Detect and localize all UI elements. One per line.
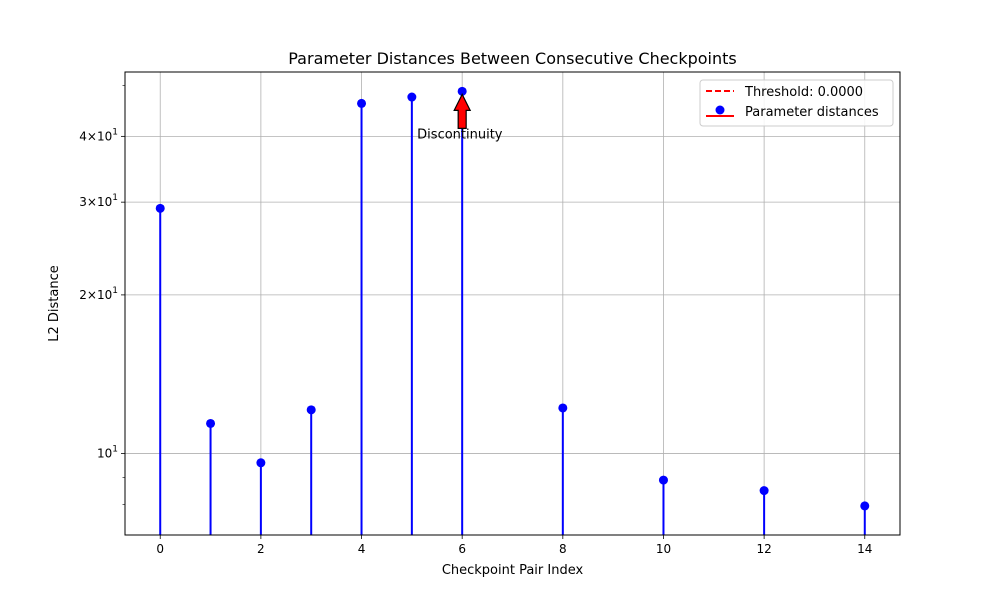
legend: Threshold: 0.0000 Parameter distances (699, 79, 894, 127)
stem-marker (206, 418, 216, 428)
x-tick-label: 12 (756, 542, 771, 556)
x-tick-label: 6 (458, 542, 466, 556)
stem-marker (860, 501, 870, 511)
y-tick-label: 101 (97, 444, 118, 460)
y-axis-label: L2 Distance (47, 265, 62, 342)
annotation-arrow (453, 93, 472, 129)
plot-frame (124, 71, 901, 536)
stem-marker (658, 475, 668, 485)
stem-marker (256, 458, 266, 468)
axis-layer: 0 2 4 6 8 10 12 14 101 2×101 3×101 4×101 (79, 71, 901, 556)
legend-threshold-label: Threshold: 0.0000 (744, 85, 863, 100)
x-tick-label: 0 (156, 542, 164, 556)
x-tick-label: 2 (257, 542, 265, 556)
stem-marker (357, 98, 367, 108)
y-tick-label: 2×101 (79, 286, 118, 302)
legend-box (699, 79, 894, 127)
x-tick-label: 8 (559, 542, 567, 556)
chart-title: Parameter Distances Between Consecutive … (288, 49, 737, 68)
stem-marker (759, 486, 769, 496)
stem-layer (155, 86, 870, 535)
stem-marker (407, 92, 417, 102)
x-axis-label: Checkpoint Pair Index (442, 563, 584, 578)
legend-series-label: Parameter distances (745, 105, 879, 120)
y-tick-label: 3×101 (79, 193, 118, 209)
stem-marker (306, 405, 316, 415)
x-tick-label: 4 (358, 542, 366, 556)
stem-marker (558, 403, 568, 413)
x-tick-label: 10 (656, 542, 671, 556)
x-tick-label: 14 (857, 542, 872, 556)
annotation-text: Discontinuity (417, 127, 503, 142)
legend-stem-marker-swatch (715, 105, 725, 115)
y-tick-label: 4×101 (79, 127, 118, 143)
stem-marker (457, 86, 467, 96)
annotation-layer: Discontinuity (417, 93, 503, 142)
stem-marker (155, 203, 165, 213)
grid-layer (125, 72, 900, 535)
